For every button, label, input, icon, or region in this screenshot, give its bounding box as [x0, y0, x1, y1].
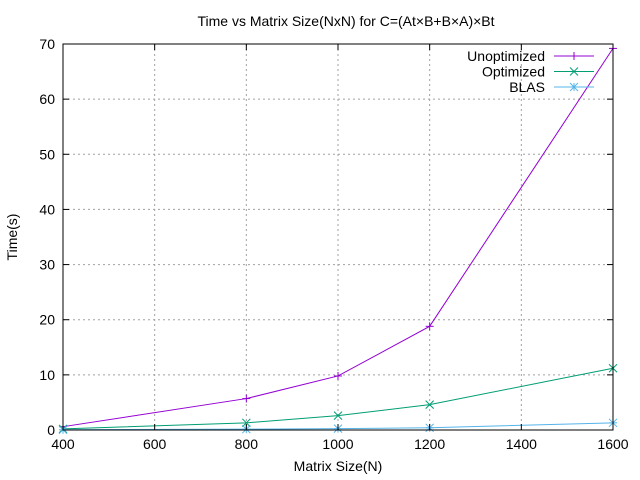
y-tick-label: 70 — [39, 36, 55, 52]
legend-label-blas: BLAS — [509, 79, 545, 95]
x-tick-label: 600 — [143, 436, 167, 452]
x-tick-label: 800 — [235, 436, 259, 452]
axis-ticks: 400 600 800 1000 1200 1400 1600 0 10 20 30 40 50 60 70 — [39, 36, 628, 452]
data-point-unoptimized — [242, 394, 251, 403]
data-point-optimized — [241, 418, 251, 428]
x-tick-label: 1400 — [506, 436, 537, 452]
x-tick-label: 1000 — [322, 436, 353, 452]
y-tick-label: 0 — [47, 422, 55, 438]
x-axis-label: Matrix Size(N) — [294, 458, 383, 474]
x-tick-label: 1200 — [414, 436, 445, 452]
y-tick-label: 50 — [39, 146, 55, 162]
y-tick-label: 20 — [39, 312, 55, 328]
legend-marker-blas — [569, 82, 579, 92]
legend-label-optimized: Optimized — [482, 64, 545, 80]
data-point-unoptimized — [425, 322, 434, 331]
legend-label-unoptimized: Unoptimized — [467, 48, 545, 64]
y-tick-label: 60 — [39, 91, 55, 107]
y-tick-label: 40 — [39, 201, 55, 217]
data-point-optimized — [333, 411, 343, 421]
legend-marker-unoptimized — [570, 52, 578, 60]
legend-marker-optimized — [569, 67, 579, 76]
data-point-unoptimized — [334, 371, 342, 380]
y-tick-label: 10 — [39, 367, 55, 383]
y-axis-label: Time(s) — [4, 214, 20, 261]
x-tick-label: 400 — [51, 436, 75, 452]
chart-title: Time vs Matrix Size(NxN) for C=(At×B+B×A… — [197, 13, 494, 29]
data-point-optimized — [425, 400, 435, 409]
x-tick-label: 1600 — [597, 436, 628, 452]
y-tick-label: 30 — [39, 257, 55, 273]
